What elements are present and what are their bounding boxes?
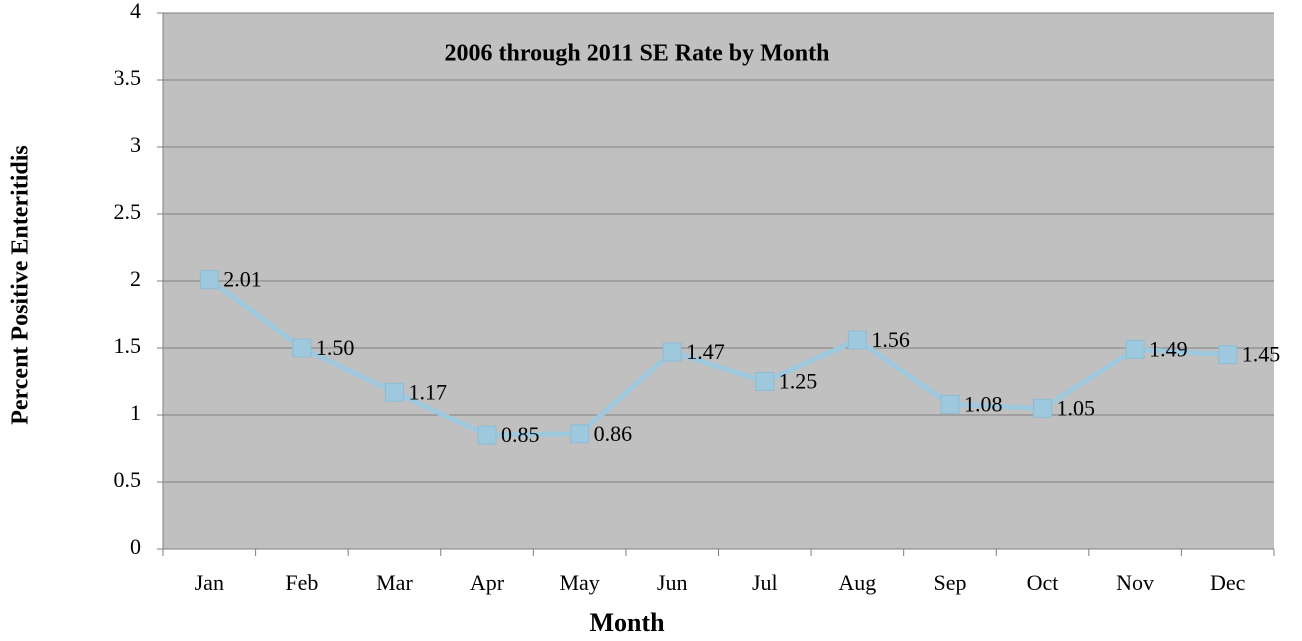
y-axis-title: Percent Positive Enteritidis — [8, 145, 34, 425]
y-tick-label: 2 — [130, 266, 141, 291]
data-label: 1.50 — [316, 335, 355, 360]
data-label: 1.49 — [1149, 336, 1188, 361]
data-label: 1.08 — [964, 391, 1003, 416]
x-tick-label: Jan — [195, 570, 224, 595]
x-tick-label: Apr — [470, 570, 505, 595]
y-tick-label: 0 — [130, 534, 141, 559]
x-tick-label: Nov — [1116, 570, 1154, 595]
marker — [570, 424, 590, 444]
y-tick-label: 2.5 — [114, 199, 142, 224]
y-tick-label: 3.5 — [114, 65, 142, 90]
marker — [1125, 339, 1145, 359]
x-tick-label: Oct — [1027, 570, 1059, 595]
chart-title: 2006 through 2011 SE Rate by Month — [445, 41, 830, 67]
y-tick-label: 3 — [130, 132, 141, 157]
data-label: 1.45 — [1242, 342, 1281, 367]
marker — [662, 342, 682, 362]
data-label: 1.17 — [408, 379, 447, 404]
data-label: 1.25 — [779, 369, 818, 394]
marker — [1033, 398, 1053, 418]
marker — [1218, 345, 1238, 365]
y-tick-label: 0.5 — [114, 467, 142, 492]
data-label: 2.01 — [223, 267, 262, 292]
x-tick-label: Dec — [1210, 570, 1246, 595]
y-tick-label: 4 — [130, 0, 141, 23]
marker — [477, 425, 497, 445]
x-tick-label: May — [559, 570, 599, 595]
data-label: 1.05 — [1057, 395, 1096, 420]
marker — [292, 338, 312, 358]
data-label: 1.47 — [686, 339, 725, 364]
marker — [847, 330, 867, 350]
data-label: 1.56 — [871, 327, 910, 352]
marker — [384, 382, 404, 402]
data-label: 0.86 — [594, 421, 633, 446]
marker — [199, 270, 219, 290]
data-label: 0.85 — [501, 422, 539, 447]
marker — [755, 372, 775, 391]
x-tick-label: Mar — [376, 570, 413, 595]
y-tick-label: 1 — [130, 400, 141, 425]
x-axis-title: Month — [589, 608, 665, 637]
x-tick-label: Jun — [657, 570, 688, 595]
data-line — [207, 277, 1228, 438]
x-tick-label: Aug — [838, 570, 876, 595]
x-tick-label: Jul — [752, 570, 778, 595]
y-tick-label: 1.5 — [114, 333, 142, 358]
marker — [940, 394, 960, 414]
x-tick-label: Feb — [285, 570, 318, 595]
x-tick-label: Sep — [933, 570, 966, 595]
